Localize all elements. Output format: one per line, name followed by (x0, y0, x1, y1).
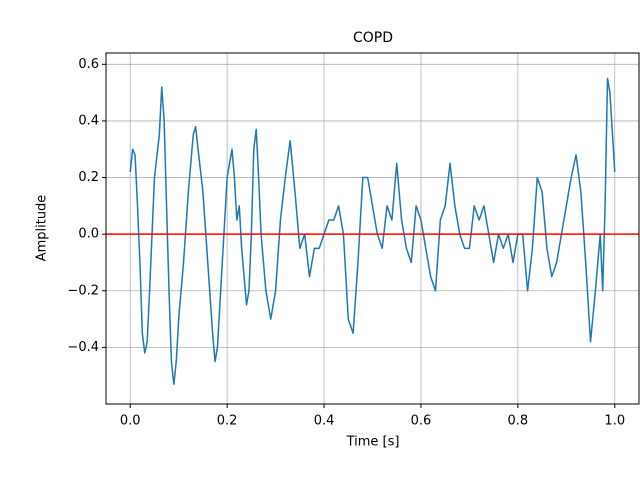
y-axis-label: Amplitude (35, 195, 50, 262)
data-line (129, 77, 616, 385)
plot-frame (105, 52, 640, 405)
x-tick-label: 0.4 (314, 414, 335, 429)
x-tick-label: 1.0 (604, 414, 625, 429)
y-tick-label: 0.4 (78, 113, 99, 128)
x-tick-label: 0.0 (120, 414, 141, 429)
y-tick-label: 0.0 (78, 227, 99, 242)
x-tick-label: 0.2 (217, 414, 238, 429)
x-tick-label: 0.6 (411, 414, 432, 429)
x-tick-label: 0.8 (508, 414, 529, 429)
chart-title: COPD (353, 30, 393, 46)
y-tick-label: −0.4 (67, 340, 99, 355)
y-tick-label: −0.2 (67, 283, 99, 298)
x-axis-label: Time [s] (346, 435, 400, 450)
y-tick-label: 0.2 (78, 170, 99, 185)
y-tick-label: 0.6 (78, 57, 99, 72)
